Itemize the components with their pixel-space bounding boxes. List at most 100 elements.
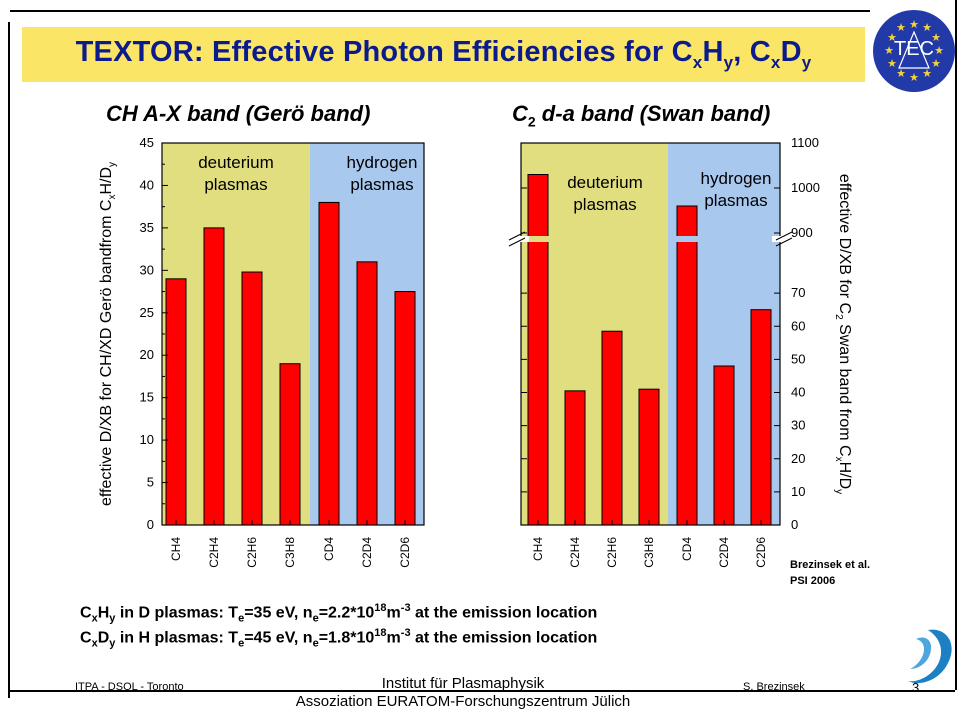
right-y-tick-label: 20 — [791, 451, 805, 466]
reference-line1: Brezinsek et al. — [790, 559, 871, 571]
right-x-tick-CD4: CD4 — [680, 537, 694, 561]
left-y-tick-label: 45 — [140, 135, 154, 150]
institute-name: Institut für Plasmaphysik Assoziation EU… — [288, 675, 638, 711]
footer-author: S. Brezinsek — [743, 681, 805, 693]
svg-text:★: ★ — [931, 32, 941, 44]
left-region-label-deuterium-2: plasmas — [204, 175, 267, 194]
left-bar-CD4 — [318, 201, 340, 526]
left-x-tick-C2D6: C2D6 — [398, 537, 412, 568]
left-region-label-deuterium: deuterium — [198, 153, 274, 172]
right-region-label-deuterium-2: plasmas — [573, 195, 636, 214]
left-y-tick-label: 30 — [140, 262, 154, 277]
slide-title: TEXTOR: Effective Photon Efficiencies fo… — [75, 36, 812, 72]
left-y-tick-label: 15 — [140, 390, 154, 405]
reference-line2: PSI 2006 — [790, 575, 836, 587]
euratom-stars-icon: ★ ★★ ★★★ ★★★ ★★★ — [884, 19, 944, 84]
slide-frame-bottom — [10, 690, 955, 692]
right-region-label-hydrogen-2: plasmas — [704, 191, 767, 210]
right-bar-C3H8 — [638, 388, 660, 526]
left-hydrogen-region — [310, 143, 424, 525]
right-bar-C2D6 — [750, 309, 772, 526]
right-bar-C2H6 — [601, 330, 623, 526]
left-bar-C2D6 — [394, 291, 416, 526]
right-x-tick-C2D4: C2D4 — [717, 537, 731, 568]
left-bar-C2H6 — [241, 271, 263, 526]
left-x-tick-CD4: CD4 — [322, 537, 336, 561]
right-y-tick-label: 60 — [791, 318, 805, 333]
right-y-tick-label: 40 — [791, 385, 805, 400]
left-x-tick-C2H6: C2H6 — [245, 537, 259, 568]
reference-note: Brezinsek et al. PSI 2006 — [790, 557, 870, 589]
right-x-tick-C2D6: C2D6 — [754, 537, 768, 568]
left-bar-C2D4 — [356, 261, 378, 526]
footer-left: ITPA - DSOL - Toronto — [75, 681, 184, 693]
institute-line2: Assoziation EURATOM-Forschungszentrum Jü… — [295, 693, 631, 710]
svg-text:★: ★ — [922, 68, 932, 80]
right-plot-frame — [520, 142, 781, 526]
right-y-tick-label: 30 — [791, 418, 805, 433]
svg-text:★: ★ — [896, 68, 906, 80]
left-x-tick-C2H4: C2H4 — [207, 537, 221, 568]
left-bar-CH4 — [165, 278, 187, 526]
right-y-tick-label: 50 — [791, 351, 805, 366]
slide-frame-right — [955, 0, 957, 690]
left-x-tick-CH4: CH4 — [169, 537, 183, 561]
left-bar-C2H4 — [203, 227, 225, 526]
left-y-tick-label: 5 — [147, 475, 154, 490]
left-y-tick-label: 20 — [140, 347, 154, 362]
right-chart-title: C2 d-a band (Swan band) — [512, 101, 771, 130]
left-deuterium-region — [162, 143, 310, 525]
left-y-tick-label: 25 — [140, 305, 154, 320]
right-region-label-deuterium: deuterium — [567, 173, 643, 192]
svg-text:★: ★ — [922, 22, 932, 34]
svg-text:★: ★ — [909, 19, 919, 31]
right-axis-break-right — [772, 236, 788, 242]
institute-line1: Institut für Plasmaphysik — [381, 675, 545, 692]
right-bar-break-gap-h — [676, 236, 698, 242]
svg-text:★: ★ — [896, 22, 906, 34]
right-x-tick-C2H4: C2H4 — [568, 537, 582, 568]
condition-line-2: CxDy in H plasmas: Te=45 eV, ne=1.8*1018… — [80, 627, 598, 650]
right-axis-break-mark — [508, 231, 526, 241]
tec-logo-text: TEC — [894, 38, 934, 60]
left-y-axis-label: effective D/XB for CH/XD Gerö bandfrom C… — [98, 162, 118, 506]
right-axis-break-mark — [775, 231, 793, 241]
left-y-tick-label: 10 — [140, 432, 154, 447]
right-y-tick-label: 1000 — [791, 180, 820, 195]
left-chart-title: CH A-X band (Gerö band) — [106, 101, 371, 126]
left-plot-frame — [161, 142, 425, 526]
right-x-tick-C2H6: C2H6 — [605, 537, 619, 568]
right-bar-break-gap — [676, 236, 698, 242]
left-x-tick-C3H8: C3H8 — [283, 537, 297, 568]
left-x-tick-C2D4: C2D4 — [360, 537, 374, 568]
slide-frame-left — [8, 22, 10, 698]
right-y-tick-label: 10 — [791, 484, 805, 499]
left-y-tick-label: 0 — [147, 517, 154, 532]
fz-juelich-logo-icon — [908, 629, 952, 684]
right-y-tick-label: 1100 — [791, 135, 819, 150]
tec-logo: ★ ★ ★ ★ ★ ★ ★ ★ ★ ★ ★ ★ TEC — [873, 10, 955, 92]
right-y-tick-label: 900 — [791, 225, 813, 240]
left-y-tick-label: 40 — [140, 177, 154, 192]
left-region-label-hydrogen: hydrogen — [347, 153, 418, 172]
page-number: 3 — [912, 680, 920, 695]
right-bar-C2D4 — [713, 365, 735, 526]
svg-text:★: ★ — [887, 32, 897, 44]
svg-text:★: ★ — [887, 58, 897, 70]
left-bar-C3H8 — [279, 363, 301, 526]
right-bar-break-gap — [527, 236, 549, 242]
right-x-tick-CH4: CH4 — [531, 537, 545, 561]
right-y-tick-label: 0 — [791, 517, 798, 532]
right-bar-CH4 — [527, 174, 549, 526]
left-region-label-hydrogen-2: plasmas — [350, 175, 413, 194]
svg-text:★: ★ — [931, 58, 941, 70]
right-y-axis-label: effective D/XB for C2 Swan band from CxH… — [833, 174, 853, 494]
svg-text:★: ★ — [909, 72, 919, 84]
left-y-tick-label: 35 — [140, 220, 154, 235]
title-banner: TEXTOR: Effective Photon Efficiencies fo… — [22, 27, 865, 82]
right-bar-C2H4 — [564, 390, 586, 526]
svg-text:★: ★ — [934, 45, 944, 57]
svg-text:★: ★ — [884, 45, 894, 57]
right-x-tick-C3H8: C3H8 — [642, 537, 656, 568]
condition-line-1: CxHy in D plasmas: Te=35 eV, ne=2.2*1018… — [80, 602, 598, 625]
